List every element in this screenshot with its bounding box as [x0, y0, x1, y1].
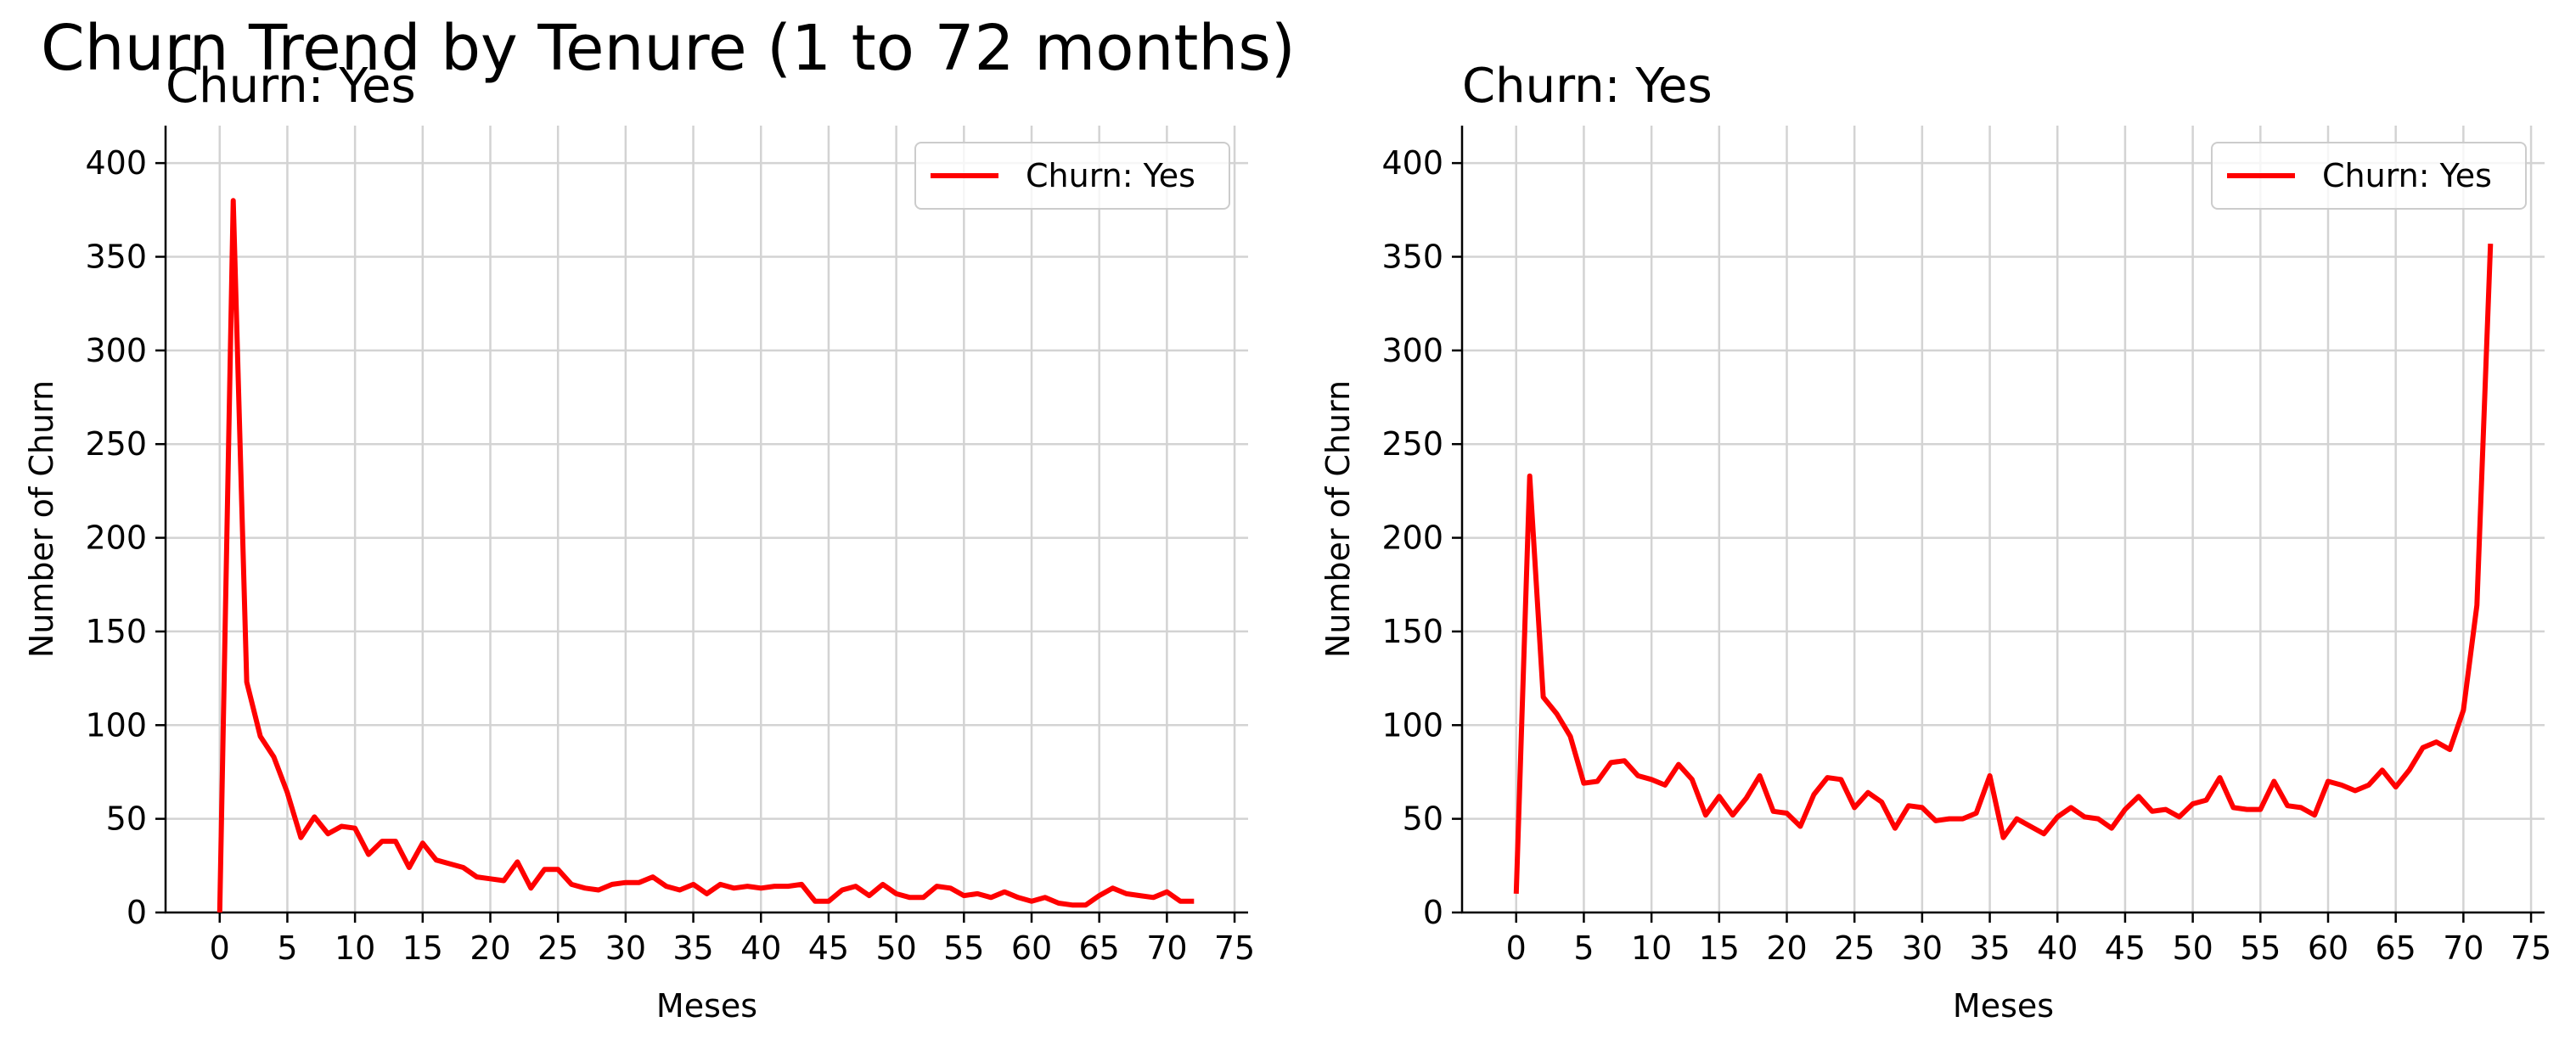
x-tick-label: 20	[470, 929, 510, 967]
y-tick-label: 400	[85, 144, 147, 182]
x-tick-label: 10	[335, 929, 375, 967]
legend: Churn: Yes	[2212, 143, 2526, 209]
legend: Churn: Yes	[915, 143, 1229, 209]
x-tick-label: 55	[2240, 929, 2281, 967]
y-tick-label: 50	[106, 800, 147, 838]
x-tick-label: 65	[2376, 929, 2416, 967]
x-tick-label: 40	[740, 929, 781, 967]
x-tick-label: 75	[2511, 929, 2551, 967]
y-tick-label: 150	[1381, 613, 1443, 650]
legend-label: Churn: Yes	[1026, 157, 1195, 194]
x-tick-label: 30	[605, 929, 646, 967]
y-tick-label: 200	[1381, 519, 1443, 557]
series-line	[220, 200, 1195, 912]
y-tick-label: 400	[1381, 144, 1443, 182]
y-tick-label: 200	[85, 519, 147, 557]
x-tick-label: 0	[1506, 929, 1527, 967]
x-tick-label: 15	[402, 929, 443, 967]
y-tick-label: 100	[85, 706, 147, 744]
y-tick-label: 50	[1403, 800, 1443, 838]
y-tick-label: 350	[1381, 239, 1443, 276]
x-tick-label: 70	[2443, 929, 2483, 967]
y-tick-label: 0	[1423, 894, 1443, 931]
y-tick-label: 250	[1381, 425, 1443, 463]
x-tick-label: 30	[1902, 929, 1943, 967]
figure-title: Churn Trend by Tenure (1 to 72 months)	[41, 12, 1296, 85]
legend-label: Churn: Yes	[2322, 157, 2492, 194]
y-tick-label: 300	[1381, 332, 1443, 369]
x-tick-label: 60	[2308, 929, 2348, 967]
x-tick-label: 50	[875, 929, 916, 967]
x-tick-label: 70	[1146, 929, 1187, 967]
chart-2: 0 5 10 15 20 25 30 35 40 45 50 55 60 65 70 75 0 50 100 150 2…	[1319, 59, 2551, 1025]
x-tick-label: 10	[1631, 929, 1672, 967]
y-tick-label: 0	[127, 894, 147, 931]
x-tick-label: 5	[1573, 929, 1594, 967]
x-tick-label: 60	[1011, 929, 1052, 967]
x-axis-label: Meses	[1953, 987, 2054, 1025]
series-line	[1516, 244, 2491, 894]
x-tick-label: 45	[808, 929, 849, 967]
y-tick-label: 150	[85, 613, 147, 650]
y-tick-label: 350	[85, 239, 147, 276]
y-tick-label: 300	[85, 332, 147, 369]
chart-1: 0 5 10 15 20 25 30 35 40 45 50 55 60 65 70 75 0 50 100 150 2…	[23, 59, 1255, 1025]
x-tick-label: 15	[1699, 929, 1740, 967]
x-tick-label: 5	[277, 929, 297, 967]
y-axis-label: Number of Churn	[1319, 380, 1357, 658]
x-axis-label: Meses	[656, 987, 757, 1025]
x-tick-label: 25	[1834, 929, 1875, 967]
x-tick-label: 35	[1969, 929, 2010, 967]
x-tick-label: 45	[2105, 929, 2146, 967]
y-tick-label: 100	[1381, 706, 1443, 744]
x-tick-label: 20	[1766, 929, 1807, 967]
y-axis-label: Number of Churn	[23, 380, 60, 658]
x-tick-label: 65	[1079, 929, 1120, 967]
x-tick-label: 75	[1214, 929, 1255, 967]
x-tick-label: 55	[943, 929, 984, 967]
x-tick-label: 35	[672, 929, 713, 967]
x-tick-label: 40	[2037, 929, 2078, 967]
x-tick-label: 25	[537, 929, 578, 967]
x-tick-label: 0	[210, 929, 230, 967]
x-tick-label: 50	[2172, 929, 2213, 967]
subplot-title: Churn: Yes	[1462, 59, 1713, 114]
y-tick-label: 250	[85, 425, 147, 463]
